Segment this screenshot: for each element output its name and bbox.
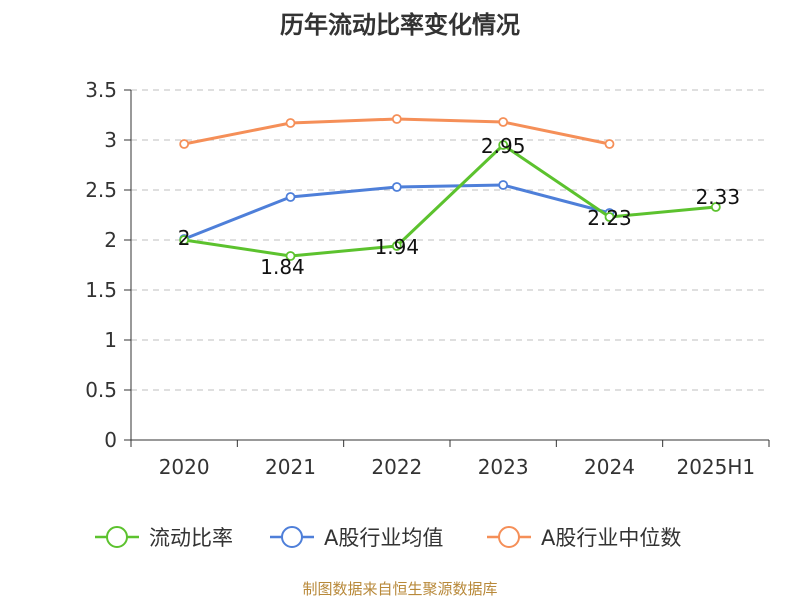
y-axis-ticks: 0 0.5 1 1.5 2 2.5 3 3.5 xyxy=(85,78,117,452)
x-tick-label: 2024 xyxy=(584,455,635,479)
data-label: 1.84 xyxy=(260,255,305,279)
legend-swatch-marker xyxy=(106,526,128,548)
legend-label: A股行业均值 xyxy=(324,526,443,550)
data-labels: 2 1.84 1.94 2.95 2.23 2.33 xyxy=(178,134,740,279)
legend-item-1[interactable]: A股行业均值 xyxy=(270,526,443,550)
data-point xyxy=(498,180,509,190)
x-tick-label: 2021 xyxy=(265,455,316,479)
y-tick-label: 1.5 xyxy=(85,278,117,302)
data-point xyxy=(179,235,190,245)
axes xyxy=(124,89,770,447)
y-tick-label: 1 xyxy=(104,328,117,352)
data-point xyxy=(285,118,296,128)
data-point xyxy=(391,241,402,251)
legend[interactable]: 流动比率 A股行业均值 A股行业中位数 xyxy=(95,526,681,550)
y-tick-label: 2.5 xyxy=(85,178,117,202)
data-point xyxy=(710,202,721,212)
data-point xyxy=(179,139,190,149)
data-point xyxy=(498,140,509,150)
legend-swatch-marker xyxy=(281,526,303,548)
data-point xyxy=(285,251,296,261)
data-label: 2.95 xyxy=(481,134,526,158)
series-line xyxy=(183,143,716,258)
legend-item-0[interactable]: 流动比率 xyxy=(95,526,233,550)
source-note: 制图数据来自恒生聚源数据库 xyxy=(302,580,497,598)
data-label: 1.94 xyxy=(375,235,420,259)
series-group xyxy=(179,114,721,261)
data-point xyxy=(391,182,402,192)
legend-label: 流动比率 xyxy=(149,526,233,550)
legend-label: A股行业中位数 xyxy=(541,526,681,550)
data-point xyxy=(604,212,615,222)
legend-swatch-marker xyxy=(498,526,520,548)
x-tick-label: 2023 xyxy=(478,455,529,479)
y-tick-label: 2 xyxy=(104,228,117,252)
series-0 xyxy=(179,140,721,261)
x-tick-label: 2022 xyxy=(371,455,422,479)
x-tick-label: 2020 xyxy=(159,455,210,479)
data-label: 2 xyxy=(178,226,191,250)
data-point xyxy=(498,117,509,127)
y-tick-label: 0 xyxy=(104,428,117,452)
x-axis-ticks: 2020 2021 2022 2023 2024 2025H1 xyxy=(159,455,755,479)
data-point xyxy=(285,192,296,202)
data-point xyxy=(604,139,615,149)
y-tick-label: 3.5 xyxy=(85,78,117,102)
y-tick-label: 0.5 xyxy=(85,378,117,402)
series-2 xyxy=(179,114,615,149)
legend-item-2[interactable]: A股行业中位数 xyxy=(487,526,681,550)
x-tick-label: 2025H1 xyxy=(676,455,755,479)
series-line xyxy=(183,183,610,241)
data-label: 2.33 xyxy=(696,185,741,209)
data-label: 2.23 xyxy=(587,206,632,230)
grid xyxy=(131,89,769,391)
y-tick-label: 3 xyxy=(104,128,117,152)
data-point xyxy=(391,114,402,124)
chart-title: 历年流动比率变化情况 xyxy=(280,11,520,39)
